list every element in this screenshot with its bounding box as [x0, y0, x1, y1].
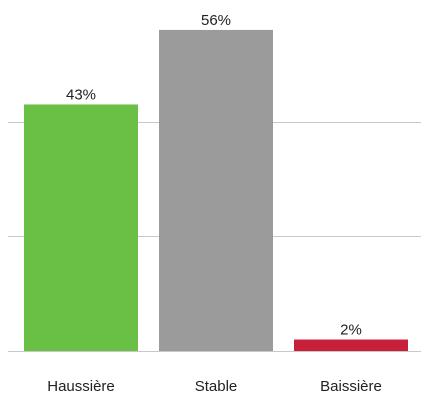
value-label-baissiere: 2%	[340, 322, 362, 339]
category-label-baissiere: Baissière	[320, 378, 382, 395]
bar-stable	[159, 29, 273, 352]
value-label-stable: 56%	[201, 12, 231, 29]
value-label-haussiere: 43%	[66, 86, 96, 103]
category-label-stable: Stable	[195, 378, 238, 395]
bar-haussiere	[24, 104, 138, 351]
bar-baissiere	[294, 339, 408, 351]
bars	[24, 29, 408, 352]
category-label-haussiere: Haussière	[47, 378, 115, 395]
value-labels: 43% 56% 2%	[66, 12, 362, 339]
category-labels: Haussière Stable Baissière	[47, 378, 382, 395]
